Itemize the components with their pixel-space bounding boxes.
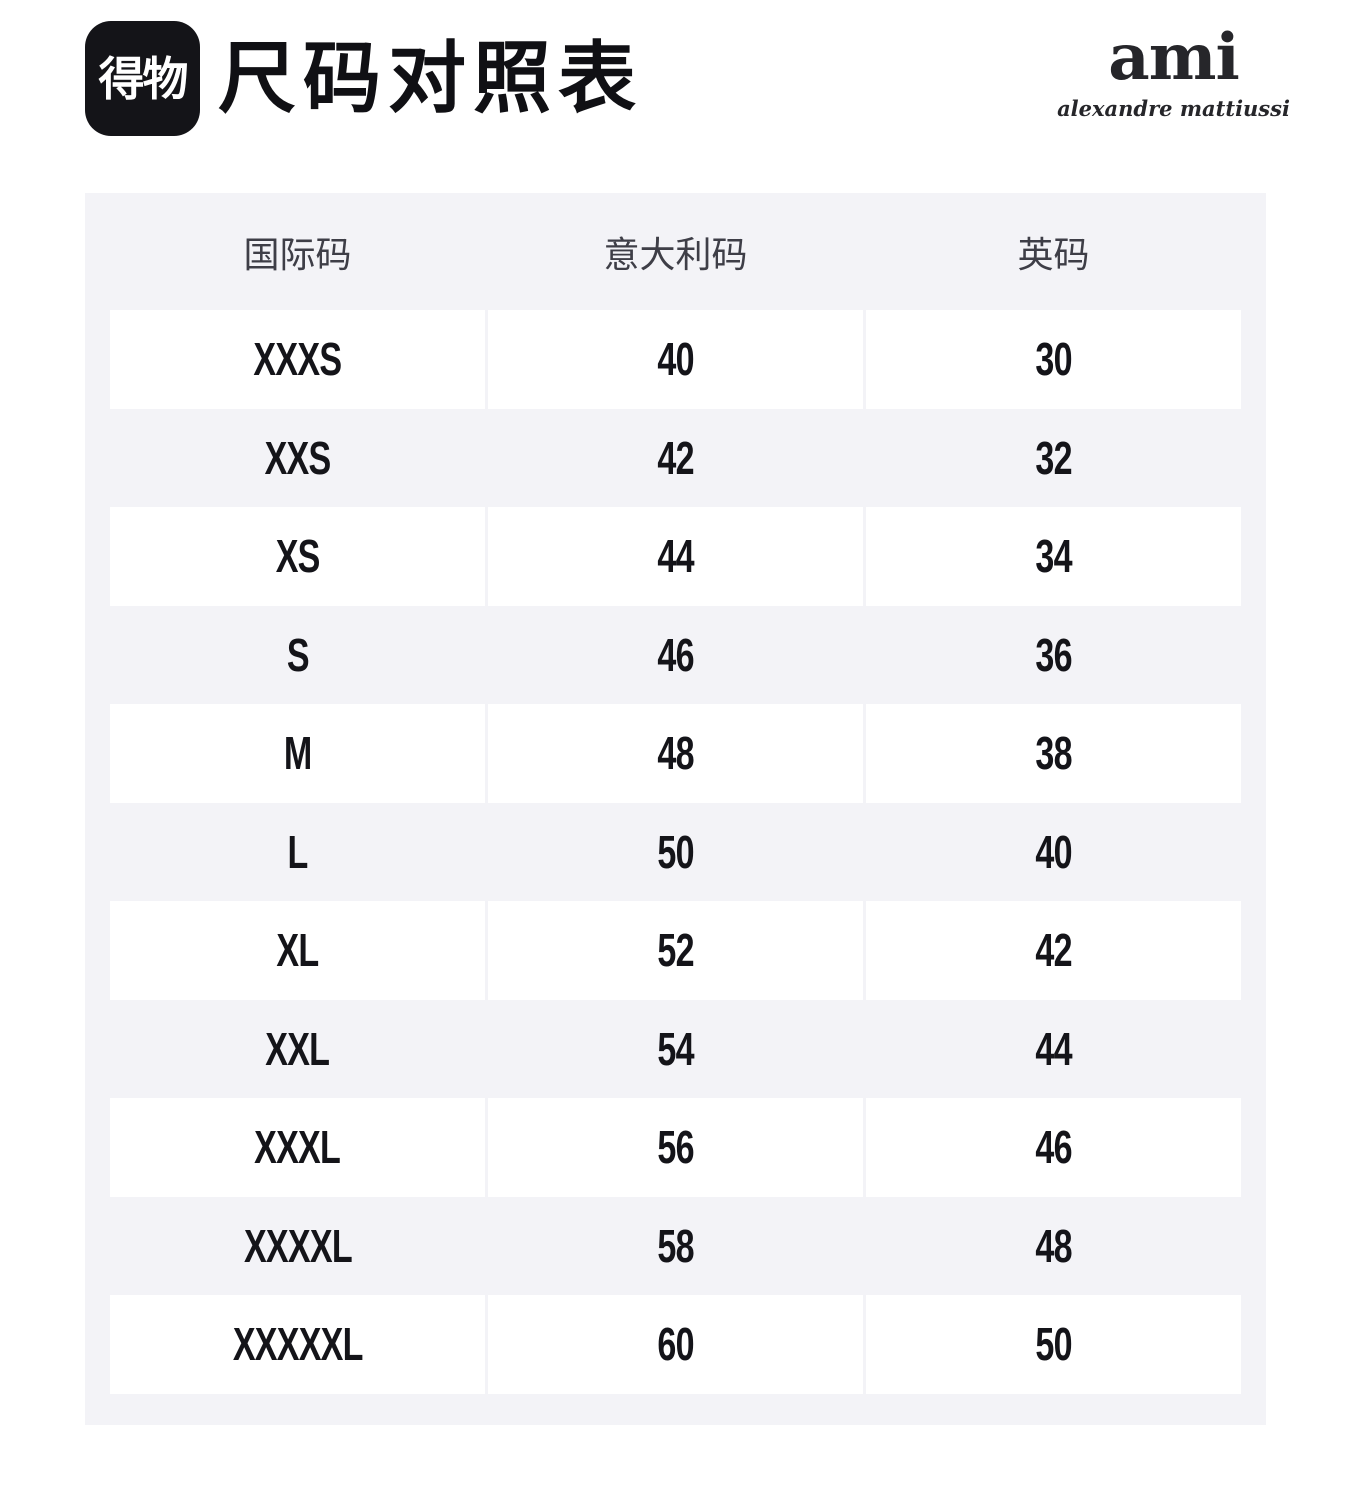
intl-size-cell: XXXXXL (110, 1295, 485, 1394)
italy-size-value: 42 (657, 431, 694, 484)
table-row: XXXL 56 46 (85, 1098, 1266, 1197)
italy-size-value: 56 (657, 1121, 694, 1174)
intl-size-value: XS (275, 530, 321, 583)
uk-size-value: 46 (1035, 1121, 1072, 1174)
uk-size-value: 36 (1035, 628, 1072, 681)
intl-size-cell: XS (110, 507, 485, 606)
italy-size-cell: 58 (488, 1197, 863, 1296)
intl-size-value: L (287, 825, 308, 878)
dewu-app-logo: 得物 (85, 21, 200, 136)
intl-size-value: XXXS (253, 333, 343, 386)
uk-size-cell: 38 (866, 704, 1241, 803)
intl-size-cell: S (110, 606, 485, 705)
uk-size-cell: 44 (866, 1000, 1241, 1099)
italy-size-value: 46 (657, 628, 694, 681)
uk-size-cell: 40 (866, 803, 1241, 902)
ami-brand-logo: ami alexandre mattiussi (1057, 20, 1290, 122)
italy-size-cell: 56 (488, 1098, 863, 1197)
italy-size-value: 48 (657, 727, 694, 780)
table-body: XXXS 40 30 XXS 42 32 XS 44 34 S (85, 310, 1266, 1394)
intl-size-value: XXXXXL (232, 1318, 364, 1371)
italy-size-cell: 52 (488, 901, 863, 1000)
uk-size-cell: 36 (866, 606, 1241, 705)
italy-size-cell: 42 (488, 409, 863, 508)
intl-size-value: M (283, 727, 312, 780)
table-header-row: 国际码 意大利码 英码 (85, 193, 1266, 310)
intl-size-cell: M (110, 704, 485, 803)
uk-size-cell: 34 (866, 507, 1241, 606)
intl-size-cell: XXS (110, 409, 485, 508)
uk-size-cell: 42 (866, 901, 1241, 1000)
italy-size-cell: 50 (488, 803, 863, 902)
intl-size-cell: XXL (110, 1000, 485, 1099)
intl-size-value: XXL (265, 1022, 331, 1075)
intl-size-value: S (286, 628, 310, 681)
uk-size-value: 48 (1035, 1219, 1072, 1272)
italy-size-value: 58 (657, 1219, 694, 1272)
table-row: XXXXXL 60 50 (85, 1295, 1266, 1394)
uk-size-value: 32 (1035, 431, 1072, 484)
header-cell-international: 国际码 (243, 233, 352, 275)
uk-size-cell: 46 (866, 1098, 1241, 1197)
ami-wordmark: ami (1108, 20, 1239, 95)
ami-designer-name: alexandre mattiussi (1057, 96, 1290, 121)
table-row: XL 52 42 (85, 901, 1266, 1000)
uk-size-value: 44 (1035, 1022, 1072, 1075)
table-row: XXL 54 44 (85, 1000, 1266, 1099)
intl-size-cell: L (110, 803, 485, 902)
italy-size-cell: 48 (488, 704, 863, 803)
page-header: 得物 尺码对照表 ami alexandre mattiussi (0, 0, 1351, 193)
uk-size-value: 34 (1035, 530, 1072, 583)
italy-size-cell: 44 (488, 507, 863, 606)
italy-size-cell: 46 (488, 606, 863, 705)
italy-size-value: 50 (657, 825, 694, 878)
uk-size-cell: 50 (866, 1295, 1241, 1394)
header-cell-uk: 英码 (1017, 233, 1090, 275)
uk-size-value: 50 (1035, 1318, 1072, 1371)
page-title: 尺码对照表 (218, 34, 644, 122)
italy-size-value: 40 (657, 333, 694, 386)
italy-size-value: 60 (657, 1318, 694, 1371)
table-row: XS 44 34 (85, 507, 1266, 606)
intl-size-value: XXXL (254, 1121, 342, 1174)
size-table-panel: 国际码 意大利码 英码 XXXS 40 30 XXS 42 32 XS 44 (85, 193, 1266, 1425)
italy-size-value: 44 (657, 530, 694, 583)
italy-size-cell: 40 (488, 310, 863, 409)
table-row: L 50 40 (85, 803, 1266, 902)
uk-size-cell: 30 (866, 310, 1241, 409)
table-row: M 48 38 (85, 704, 1266, 803)
uk-size-value: 38 (1035, 727, 1072, 780)
dewu-logo-text: 得物 (98, 52, 189, 105)
intl-size-cell: XXXS (110, 310, 485, 409)
intl-size-value: XXXXL (243, 1219, 353, 1272)
intl-size-cell: XXXL (110, 1098, 485, 1197)
table-row: S 46 36 (85, 606, 1266, 705)
table-row: XXXXL 58 48 (85, 1197, 1266, 1296)
italy-size-cell: 60 (488, 1295, 863, 1394)
uk-size-value: 40 (1035, 825, 1072, 878)
table-row: XXXS 40 30 (85, 310, 1266, 409)
intl-size-value: XL (276, 924, 319, 977)
italy-size-value: 52 (657, 924, 694, 977)
uk-size-value: 42 (1035, 924, 1072, 977)
italy-size-value: 54 (657, 1022, 694, 1075)
italy-size-cell: 54 (488, 1000, 863, 1099)
intl-size-value: XXS (264, 431, 332, 484)
intl-size-cell: XXXXL (110, 1197, 485, 1296)
uk-size-cell: 32 (866, 409, 1241, 508)
uk-size-value: 30 (1035, 333, 1072, 386)
intl-size-cell: XL (110, 901, 485, 1000)
table-row: XXS 42 32 (85, 409, 1266, 508)
header-cell-italy: 意大利码 (603, 233, 748, 275)
uk-size-cell: 48 (866, 1197, 1241, 1296)
